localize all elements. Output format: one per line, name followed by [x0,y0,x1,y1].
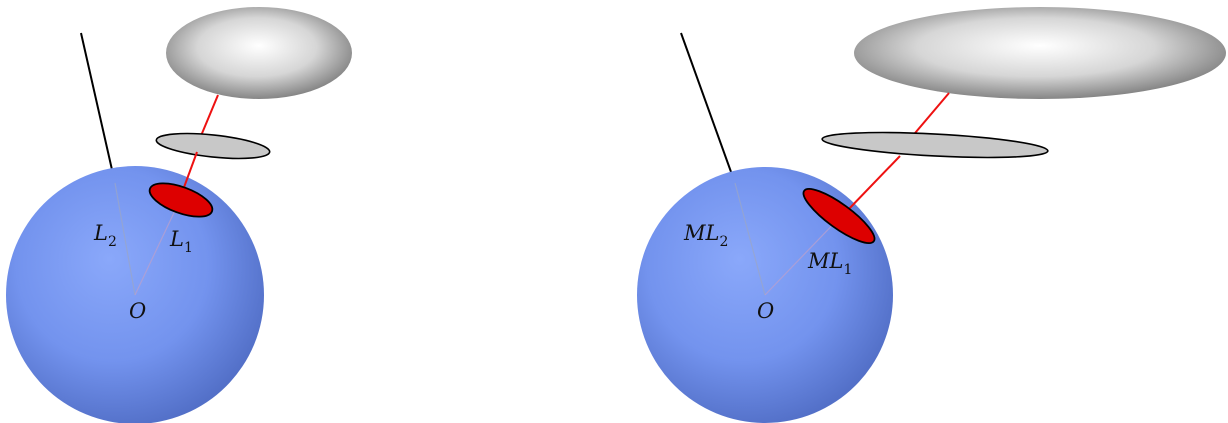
right-grey-disc [821,131,1049,159]
left-red-cap [148,182,214,218]
right-diagram: ML2 ML1 O [637,7,1226,423]
left-label-origin: O [129,299,146,323]
left-label-l1: L1 [169,227,193,256]
right-projection-line-lower [845,155,901,213]
right-top-blob [854,7,1226,99]
right-label-ml2: ML2 [683,221,728,250]
left-label-l2: L2 [93,221,117,250]
right-ml2-outer-line [680,32,736,184]
left-l2-outer-line [80,32,116,184]
right-ml2-inner-line [734,182,766,296]
left-diagram: L2 L1 O [6,7,352,423]
left-grey-disc [155,132,271,160]
right-label-ml1: ML1 [807,249,852,278]
right-red-cap [802,188,876,244]
left-l2-inner-line [114,182,136,296]
left-l1-inner-line [134,199,181,296]
right-label-origin: O [757,299,774,323]
right-projection-line-upper [909,92,950,140]
left-top-blob [166,7,352,99]
left-projection-line-lower [182,151,198,191]
